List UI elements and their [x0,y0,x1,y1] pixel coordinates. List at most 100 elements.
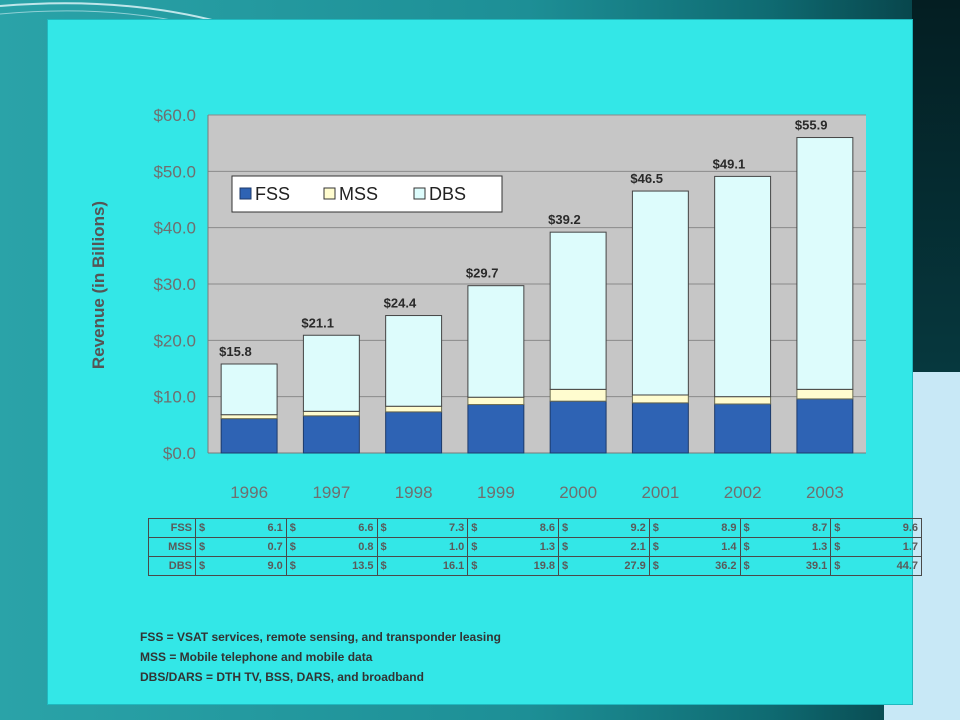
cell-value: 39.1 [805,560,828,572]
table-cell: $44.7 [830,556,922,576]
cell-value: 19.8 [533,560,555,572]
table-cell: $39.1 [739,556,832,576]
x-tick-label: 1998 [395,483,433,502]
y-tick-label: $30.0 [153,275,196,294]
cell-value: 8.9 [721,522,737,534]
table-row: DBS $9.0 $13.5 $16.1 $19.8 $27.9 $36.2 $39.1 $44… [148,556,922,576]
table-cell: $2.1 [558,537,650,557]
bar-total-labels: $15.8 $21.1 $24.4 $29.7 $39.2 $46.5 $49.1 $55.9 [219,118,827,359]
table-cell: $7.3 [376,518,469,538]
table-cell: $1.7 [830,537,922,557]
currency-symbol: $ [471,522,478,534]
bar-total-label: $24.4 [384,296,417,311]
cell-value: 8.6 [539,522,555,534]
table-cell: $6.6 [285,518,378,538]
cell-value: 1.7 [902,541,918,553]
bar-fss-1999 [467,404,525,454]
cell-value: 44.7 [896,560,918,572]
legend-label-fss: FSS [255,184,290,204]
cell-value: 13.5 [352,560,374,572]
y-axis-label: Revenue (in Billions) [89,201,108,369]
table-row-label: MSS [148,537,196,557]
currency-symbol: $ [199,522,206,534]
table-cell: $8.7 [739,518,832,538]
legend-box [231,175,503,213]
bar-total-label: $15.8 [219,344,252,359]
bar-fss-1998 [385,411,443,454]
table-row-label: FSS [148,518,196,538]
table-cell: $13.5 [285,556,378,576]
slide-dark-band [912,0,960,372]
bar-dbs-1999 [467,285,525,398]
bar-total-label: $46.5 [630,171,663,186]
cell-value: 9.2 [630,522,646,534]
bar-mss-2002 [714,396,772,405]
stacked-bar-chart: $0.0 $10.0 $20.0 $30.0 $40.0 $50.0 $60.0 $15.8… [89,106,866,502]
currency-symbol: $ [743,541,750,553]
y-tick-label: $60.0 [153,106,196,125]
bar-total-label: $29.7 [466,266,499,281]
chart-card: $0.0 $10.0 $20.0 $30.0 $40.0 $50.0 $60.0 $15.8… [48,20,922,704]
table-row: MSS $0.7 $0.8 $1.0 $1.3 $2.1 $1.4 $1.3 $1.7 [148,537,922,557]
currency-symbol: $ [743,522,750,534]
table-cell: $9.2 [558,518,650,538]
table-row-label: DBS [148,556,196,576]
y-axis-ticks: $0.0 $10.0 $20.0 $30.0 $40.0 $50.0 $60.0 [153,106,196,463]
table-cell: $8.9 [648,518,741,538]
legend-label-dbs: DBS [429,184,466,204]
bar-fss-2002 [714,403,772,454]
cell-value: 2.1 [630,541,646,553]
footnotes: FSS = VSAT services, remote sensing, and… [140,627,840,687]
table-cell: $1.3 [467,537,559,557]
cell-value: 36.2 [715,560,737,572]
table-cell: $0.8 [285,537,378,557]
currency-symbol: $ [380,560,387,572]
x-tick-label: 2003 [806,483,844,502]
currency-symbol: $ [652,522,659,534]
bars [220,137,854,454]
bar-total-label: $49.1 [713,156,746,171]
cell-value: 6.1 [267,522,283,534]
legend: FSS MSS DBS [231,175,503,213]
bar-mss-1996 [220,414,278,420]
cell-value: 1.3 [539,541,555,553]
x-tick-label: 2002 [724,483,762,502]
legend-swatch-mss [323,187,336,200]
table-cell: $8.6 [467,518,559,538]
bar-dbs-2001 [631,190,689,396]
cell-value: 7.3 [448,522,465,534]
bar-fss-1997 [302,415,360,454]
currency-symbol: $ [652,560,659,572]
currency-symbol: $ [199,541,206,553]
bar-fss-2000 [549,400,607,454]
table-cell: $9.0 [195,556,287,576]
bar-fss-2001 [631,402,689,454]
table-cell: $6.1 [195,518,287,538]
currency-symbol: $ [289,541,296,553]
bar-total-label: $55.9 [795,118,828,133]
table-cell: $9.6 [830,518,922,538]
table-cell: $1.4 [648,537,741,557]
bar-mss-2003 [796,388,854,400]
table-cell: $1.3 [739,537,832,557]
bar-mss-1998 [385,405,443,413]
bar-dbs-1996 [220,363,278,416]
currency-symbol: $ [834,522,841,534]
bar-fss-2003 [796,398,854,454]
bar-total-label: $39.2 [548,212,581,227]
bar-dbs-1997 [302,334,360,412]
currency-symbol: $ [289,522,296,534]
currency-symbol: $ [199,560,206,572]
currency-symbol: $ [834,560,841,572]
bar-dbs-2003 [796,137,854,390]
currency-symbol: $ [471,560,478,572]
bar-mss-2000 [549,388,607,402]
legend-label-mss: MSS [339,184,378,204]
y-tick-label: $40.0 [153,219,196,238]
cell-value: 1.0 [448,541,465,553]
currency-symbol: $ [652,541,659,553]
table-cell: $0.7 [195,537,287,557]
cell-value: 27.9 [624,560,646,572]
currency-symbol: $ [380,522,387,534]
currency-symbol: $ [562,522,569,534]
